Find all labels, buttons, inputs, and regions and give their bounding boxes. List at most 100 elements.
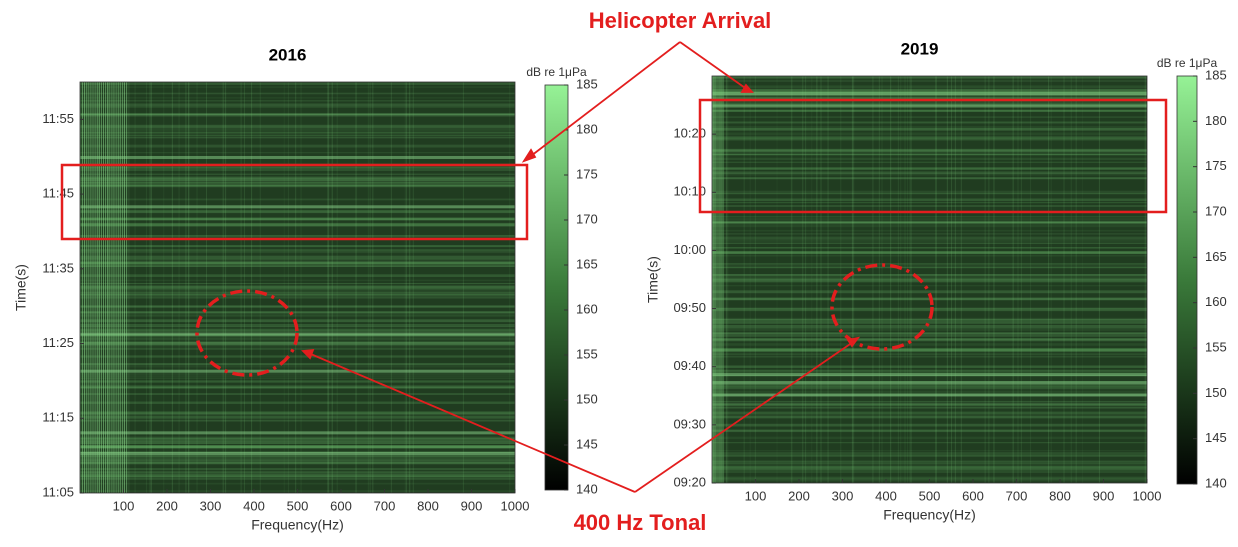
- texture-line: [712, 121, 1147, 124]
- texture-line: [148, 82, 150, 493]
- texture-band: [712, 76, 724, 483]
- x-tick-label: 400: [243, 498, 265, 513]
- texture-line: [712, 332, 1147, 334]
- texture-line: [712, 461, 1147, 464]
- texture-line: [712, 85, 1147, 89]
- texture-line: [118, 82, 120, 493]
- arrows: [301, 41, 861, 493]
- colorbar: [1176, 75, 1198, 485]
- texture-line: [712, 274, 1147, 276]
- texture-line: [80, 274, 515, 277]
- texture-line: [80, 114, 515, 118]
- texture-line: [283, 82, 285, 493]
- y-axis-label: Time(s): [645, 256, 661, 303]
- texture-line: [712, 171, 1147, 174]
- texture-line: [80, 218, 515, 220]
- texture-line: [84, 82, 86, 493]
- colorbar-tick-label: 145: [576, 436, 598, 451]
- texture-line: [80, 330, 515, 334]
- texture-line: [712, 369, 1147, 372]
- texture-line: [714, 76, 716, 483]
- texture-line: [712, 349, 1147, 353]
- y-tick-label: 11:35: [42, 260, 74, 275]
- texture-line: [712, 91, 1147, 94]
- texture-line: [712, 411, 1147, 415]
- texture-line: [712, 343, 1147, 346]
- texture-line: [188, 82, 190, 493]
- texture-line: [900, 76, 902, 483]
- texture-line: [712, 218, 1147, 221]
- texture-line: [712, 406, 1147, 409]
- texture-line: [80, 179, 515, 183]
- y-axis-label: Time(s): [13, 264, 29, 311]
- texture-line: [355, 82, 357, 493]
- x-tick-label: 900: [1093, 488, 1115, 503]
- colorbar-label: dB re 1μPa: [1157, 56, 1218, 70]
- texture-line: [712, 154, 1147, 156]
- texture-line: [80, 235, 515, 239]
- texture-line: [712, 284, 1147, 287]
- colorbar-tick-label: 145: [1205, 430, 1227, 445]
- texture-line: [117, 82, 119, 493]
- texture-line: [935, 76, 937, 483]
- texture-line: [712, 391, 1147, 393]
- texture-line: [128, 82, 130, 493]
- texture-line: [712, 321, 1147, 324]
- texture-line: [328, 82, 330, 493]
- texture-line: [712, 381, 1147, 383]
- texture-line: [80, 460, 515, 462]
- texture-line: [405, 82, 407, 493]
- texture-line: [712, 332, 1147, 334]
- texture-line: [1050, 76, 1052, 483]
- texture-line: [712, 251, 1147, 254]
- texture-line: [80, 454, 515, 456]
- texture-line: [820, 76, 822, 483]
- texture-line: [935, 76, 937, 483]
- texture-line: [712, 339, 1147, 342]
- x-axis-label: Frequency(Hz): [883, 507, 976, 523]
- texture-line: [80, 471, 515, 474]
- texture-line: [712, 109, 1147, 112]
- texture-line: [904, 76, 906, 483]
- texture-line: [223, 82, 225, 493]
- texture-line: [712, 403, 1147, 405]
- texture-line: [712, 476, 1147, 480]
- annotations: Helicopter Arrival 400 Hz Tonal: [60, 8, 1168, 535]
- texture-line: [243, 82, 245, 493]
- texture-line: [80, 283, 515, 285]
- texture-line: [119, 82, 121, 493]
- texture-line: [171, 82, 173, 493]
- texture-line: [712, 415, 1147, 419]
- texture-line: [80, 285, 515, 288]
- colorbar-tick-label: 150: [1205, 385, 1227, 400]
- y-tick-label: 11:45: [42, 186, 74, 201]
- texture-line: [109, 82, 111, 493]
- texture-line: [80, 185, 515, 187]
- texture-line: [80, 258, 515, 260]
- texture-line: [80, 436, 515, 439]
- texture-line: [80, 442, 515, 444]
- texture-line: [80, 380, 515, 382]
- texture-line: [1012, 76, 1014, 483]
- x-tick-label: 600: [962, 488, 984, 503]
- texture-line: [712, 153, 1147, 155]
- texture-line: [327, 82, 329, 493]
- texture-line: [776, 76, 778, 483]
- texture-line: [80, 106, 515, 108]
- texture-line: [712, 201, 1147, 204]
- texture-line: [712, 333, 1147, 337]
- texture-line: [367, 82, 369, 493]
- texture-band: [712, 92, 1147, 96]
- texture-line: [185, 82, 187, 493]
- texture-line: [712, 347, 1147, 350]
- texture-line: [712, 385, 1147, 388]
- texture-line: [80, 167, 515, 169]
- texture-line: [1098, 76, 1100, 483]
- texture-line: [111, 82, 113, 493]
- texture-line: [196, 82, 198, 493]
- texture-line: [890, 76, 892, 483]
- texture-line: [412, 82, 414, 493]
- texture-band: [80, 155, 515, 159]
- texture-line: [712, 89, 1147, 92]
